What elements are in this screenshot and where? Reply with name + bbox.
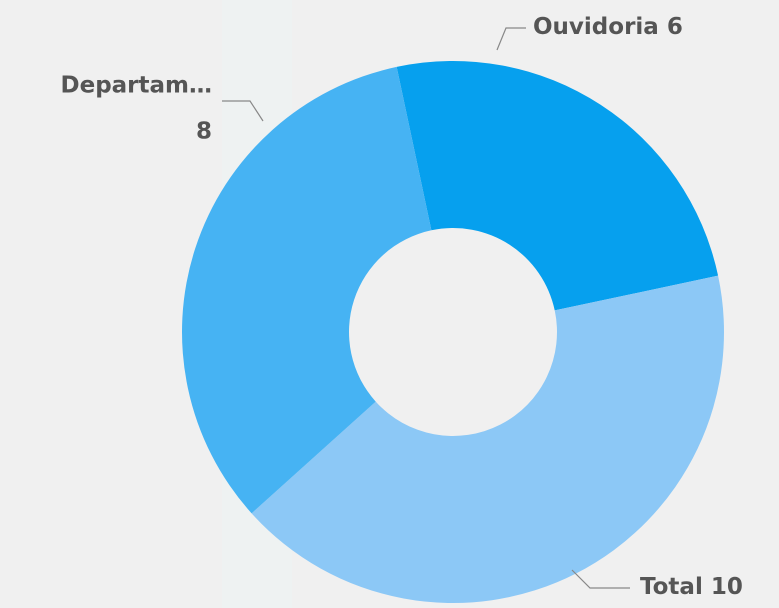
leader-line — [571, 569, 630, 589]
label-name: Total — [640, 574, 703, 600]
label-value: 8 — [196, 119, 212, 145]
leader-line — [496, 27, 526, 51]
slice-label: Ouvidoria 6 — [533, 14, 683, 40]
donut-slice — [251, 275, 724, 603]
label-name: Ouvidoria — [533, 14, 659, 40]
slice-label: Total 10 — [640, 574, 743, 600]
donut-slice — [396, 61, 719, 311]
label-value: 6 — [667, 14, 683, 40]
leader-line — [222, 100, 264, 122]
donut-slice — [181, 66, 432, 514]
label-value: 10 — [711, 574, 743, 600]
label-name: Departam… — [61, 73, 213, 99]
